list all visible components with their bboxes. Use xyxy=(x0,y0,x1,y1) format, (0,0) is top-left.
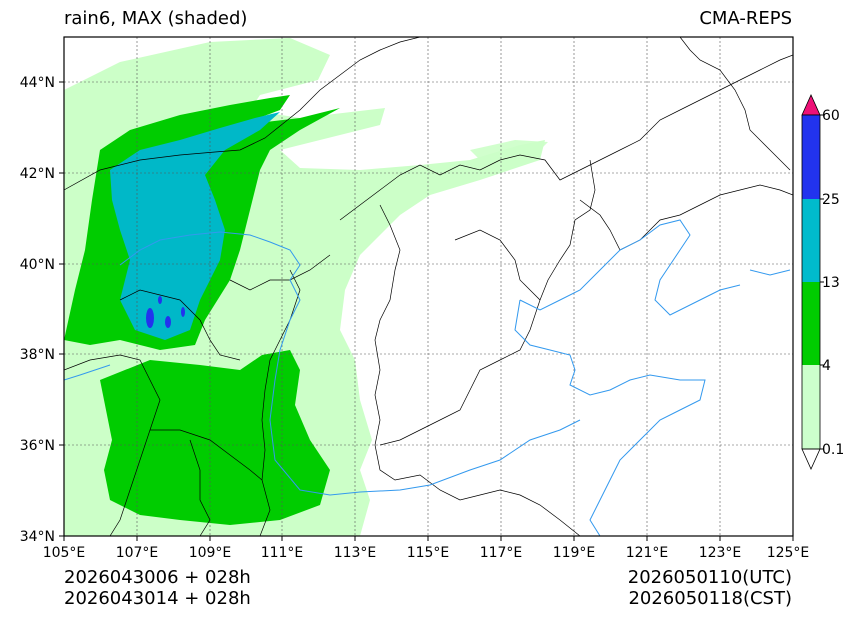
colorbar-label: 13 xyxy=(822,275,840,291)
lon-tick-label: 123°E xyxy=(699,545,742,561)
colorbar-label: 4 xyxy=(822,358,831,374)
map-title: rain6, MAX (shaded) xyxy=(64,8,248,29)
lat-tick-label: 44°N xyxy=(20,75,55,91)
tick-marks xyxy=(59,81,794,541)
lon-tick-label: 125°E xyxy=(767,545,810,561)
colorbar: 60 25 13 4 0.1 xyxy=(801,94,844,470)
lon-tick-labels: 105°E 107°E 109°E 111°E 113°E 115°E 117°… xyxy=(43,545,810,561)
precip-area-cyan xyxy=(110,112,280,340)
lat-tick-label: 34°N xyxy=(20,529,55,545)
lon-tick-label: 115°E xyxy=(407,545,450,561)
precip-area-light-ne xyxy=(470,140,548,170)
precip-area-green-south xyxy=(100,350,330,525)
init-time-block: 2026043006 + 028h 2026043014 + 028h xyxy=(64,567,251,609)
lon-tick-label: 119°E xyxy=(553,545,596,561)
precip-area-blue xyxy=(146,296,185,328)
colorbar-under-arrow xyxy=(801,448,821,470)
borders xyxy=(64,37,793,536)
colorbar-label: 25 xyxy=(822,192,840,208)
lon-tick-label: 111°E xyxy=(261,545,304,561)
rivers-coast xyxy=(64,219,791,536)
init-time-utc: 2026043006 + 028h xyxy=(64,567,251,588)
lat-tick-label: 38°N xyxy=(20,347,55,363)
colorbar-label: 60 xyxy=(822,108,840,124)
colorbar-over-arrow xyxy=(801,94,821,116)
lon-tick-label: 109°E xyxy=(189,545,232,561)
gridlines xyxy=(64,37,793,536)
lat-tick-label: 42°N xyxy=(20,166,55,182)
precip-shading xyxy=(64,38,548,536)
valid-time-cst: 2026050118(CST) xyxy=(628,588,792,609)
model-name: CMA-REPS xyxy=(699,8,792,29)
init-time-cst: 2026043014 + 028h xyxy=(64,588,251,609)
colorbar-label: 0.1 xyxy=(822,442,844,458)
valid-time-utc: 2026050110(UTC) xyxy=(627,567,792,588)
lat-tick-label: 40°N xyxy=(20,257,55,273)
colorbar-band-4-13 xyxy=(802,282,820,365)
colorbar-band-25-60 xyxy=(802,115,820,199)
lon-tick-label: 121°E xyxy=(626,545,669,561)
colorbar-band-0.1-4 xyxy=(802,365,820,449)
lon-tick-label: 117°E xyxy=(480,545,523,561)
lon-tick-label: 107°E xyxy=(116,545,159,561)
lat-tick-labels: 44°N 42°N 40°N 38°N 36°N 34°N xyxy=(20,75,55,545)
colorbar-band-13-25 xyxy=(802,199,820,282)
lat-tick-label: 36°N xyxy=(20,438,55,454)
lon-tick-label: 113°E xyxy=(334,545,377,561)
lon-tick-label: 105°E xyxy=(43,545,86,561)
valid-time-block: 2026050110(UTC) 2026050118(CST) xyxy=(628,567,792,609)
